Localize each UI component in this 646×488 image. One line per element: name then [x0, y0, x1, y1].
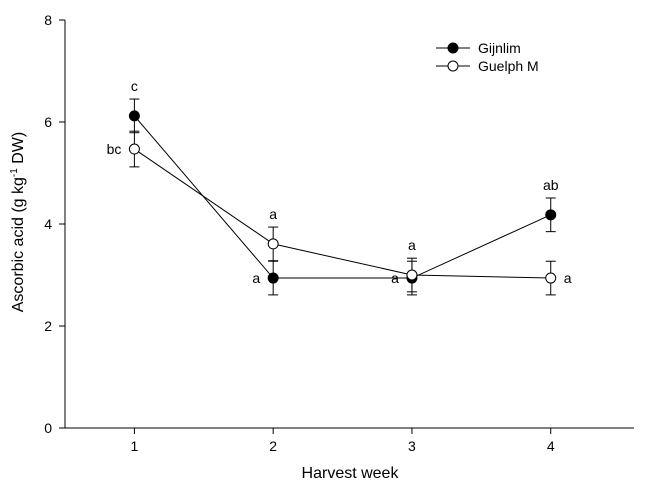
y-axis-title-sup: -1	[9, 168, 20, 177]
y-axis-title: Ascorbic acid (g kg-1 DW)	[9, 132, 27, 313]
legend-marker-guelph-m	[447, 60, 459, 72]
significance-label: bc	[107, 141, 122, 157]
significance-label: a	[408, 237, 416, 253]
significance-label: ab	[543, 177, 559, 193]
y-tick-label: 0	[44, 420, 52, 436]
axes: 0 2 4 6 8 1 2 3 4	[44, 12, 634, 454]
data-point-guelph-m	[267, 238, 279, 250]
series-layer	[128, 98, 557, 296]
series-line-guelph-m	[134, 148, 551, 279]
data-point-guelph-m	[545, 272, 557, 284]
data-point-gijnlim	[545, 209, 557, 221]
legend-label-guelph-m: Guelph M	[478, 58, 539, 74]
significance-labels: c a a ab bc a a a	[107, 78, 572, 286]
x-tick-label: 2	[269, 438, 277, 454]
series-line-gijnlim	[134, 115, 551, 279]
data-point-guelph-m	[406, 269, 418, 281]
y-tick-label: 8	[44, 12, 52, 28]
legend: Gijnlim Guelph M	[436, 40, 539, 74]
data-point-gijnlim	[267, 272, 279, 284]
x-axis-title: Harvest week	[302, 465, 400, 482]
y-tick-label: 6	[44, 114, 52, 130]
data-point-guelph-m	[128, 143, 140, 155]
legend-label-gijnlim: Gijnlim	[478, 40, 521, 56]
legend-marker-gijnlim	[447, 42, 459, 54]
x-tick-label: 1	[130, 438, 138, 454]
y-axis-title-tail: DW)	[10, 132, 27, 168]
y-tick-label: 2	[44, 318, 52, 334]
y-tick-label: 4	[44, 216, 52, 232]
y-axis-title-main: Ascorbic acid (g kg	[10, 177, 27, 312]
significance-label: a	[391, 270, 399, 286]
x-tick-label: 3	[408, 438, 416, 454]
significance-label: a	[269, 206, 277, 222]
data-point-gijnlim	[128, 110, 140, 122]
significance-label: c	[131, 78, 138, 94]
significance-label: a	[252, 270, 260, 286]
significance-label: a	[564, 270, 572, 286]
x-tick-label: 4	[547, 438, 555, 454]
